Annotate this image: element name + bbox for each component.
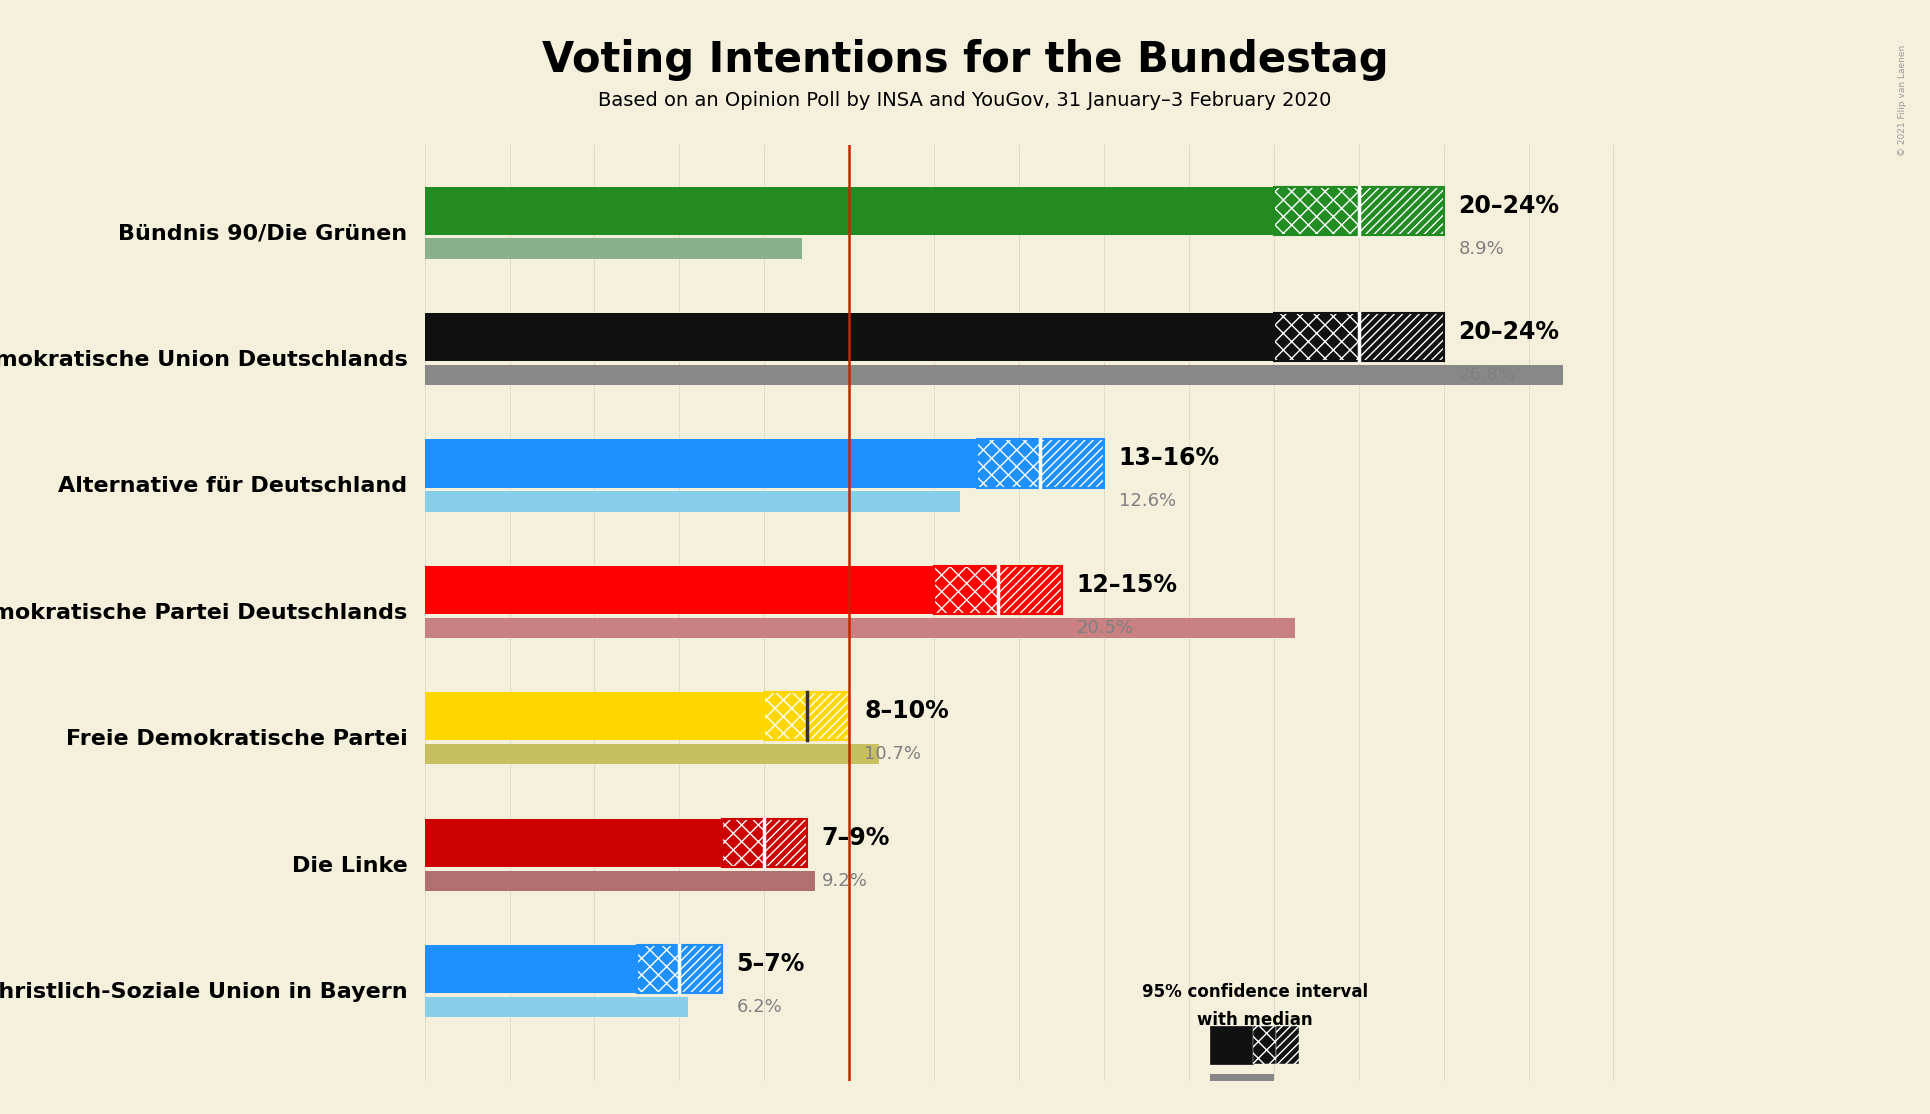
Bar xyxy=(1253,1026,1276,1064)
Bar xyxy=(1359,186,1444,235)
Text: 5–7%: 5–7% xyxy=(737,952,805,976)
Bar xyxy=(425,744,878,764)
Text: 8–10%: 8–10% xyxy=(865,700,950,723)
Text: 20.5%: 20.5% xyxy=(1077,619,1133,637)
Bar xyxy=(425,946,637,994)
Text: Christlich Demokratische Union Deutschlands: Christlich Demokratische Union Deutschla… xyxy=(0,350,407,370)
Bar xyxy=(425,693,764,741)
Text: with median: with median xyxy=(1197,1010,1312,1029)
Bar xyxy=(1359,313,1444,361)
Bar xyxy=(425,439,977,488)
Bar xyxy=(934,566,998,614)
Bar xyxy=(425,313,1274,361)
Text: 26.8%: 26.8% xyxy=(1459,367,1515,384)
Bar xyxy=(1274,313,1444,361)
Bar xyxy=(722,819,764,867)
Text: Die Linke: Die Linke xyxy=(291,856,407,876)
Bar xyxy=(425,566,934,614)
Bar xyxy=(977,439,1104,488)
Bar xyxy=(1210,1074,1274,1092)
Bar xyxy=(425,365,1563,385)
Bar xyxy=(425,618,1295,638)
Text: © 2021 Filip van Laenen: © 2021 Filip van Laenen xyxy=(1897,45,1907,156)
Bar xyxy=(977,439,1040,488)
Text: 12–15%: 12–15% xyxy=(1077,573,1177,597)
Bar xyxy=(1276,1026,1299,1064)
Text: 9.2%: 9.2% xyxy=(822,872,867,890)
Text: 13–16%: 13–16% xyxy=(1119,447,1220,470)
Text: 6.2%: 6.2% xyxy=(737,998,782,1016)
Bar xyxy=(425,186,1274,235)
Bar xyxy=(998,566,1062,614)
Bar xyxy=(764,693,849,741)
Bar xyxy=(637,946,679,994)
Bar xyxy=(1274,313,1359,361)
Text: 95% confidence interval: 95% confidence interval xyxy=(1143,983,1368,1001)
Bar xyxy=(764,693,807,741)
Text: Voting Intentions for the Bundestag: Voting Intentions for the Bundestag xyxy=(542,39,1388,81)
Bar xyxy=(679,946,722,994)
Text: 20–24%: 20–24% xyxy=(1459,194,1559,217)
Bar xyxy=(425,238,803,258)
Bar xyxy=(1274,186,1359,235)
Text: 10.7%: 10.7% xyxy=(865,745,921,763)
Text: 12.6%: 12.6% xyxy=(1119,492,1175,510)
Text: Freie Demokratische Partei: Freie Demokratische Partei xyxy=(66,730,407,749)
Bar xyxy=(637,946,722,994)
Bar xyxy=(1210,1026,1253,1064)
Bar xyxy=(807,693,849,741)
Bar xyxy=(425,871,814,891)
Bar xyxy=(764,819,807,867)
Bar xyxy=(934,566,1062,614)
Text: 7–9%: 7–9% xyxy=(822,825,890,850)
Text: Based on an Opinion Poll by INSA and YouGov, 31 January–3 February 2020: Based on an Opinion Poll by INSA and You… xyxy=(598,91,1332,110)
Bar xyxy=(425,491,959,511)
Text: Alternative für Deutschland: Alternative für Deutschland xyxy=(58,477,407,496)
Text: 20–24%: 20–24% xyxy=(1459,320,1559,344)
Bar xyxy=(425,819,722,867)
Text: 8.9%: 8.9% xyxy=(1459,240,1503,257)
Bar xyxy=(722,819,807,867)
Text: Christlich-Soziale Union in Bayern: Christlich-Soziale Union in Bayern xyxy=(0,983,407,1003)
Bar xyxy=(1274,186,1444,235)
Bar xyxy=(425,997,687,1017)
Bar xyxy=(1040,439,1104,488)
Text: Bündnis 90/Die Grünen: Bündnis 90/Die Grünen xyxy=(118,223,407,243)
Text: Sozialdemokratische Partei Deutschlands: Sozialdemokratische Partei Deutschlands xyxy=(0,603,407,623)
